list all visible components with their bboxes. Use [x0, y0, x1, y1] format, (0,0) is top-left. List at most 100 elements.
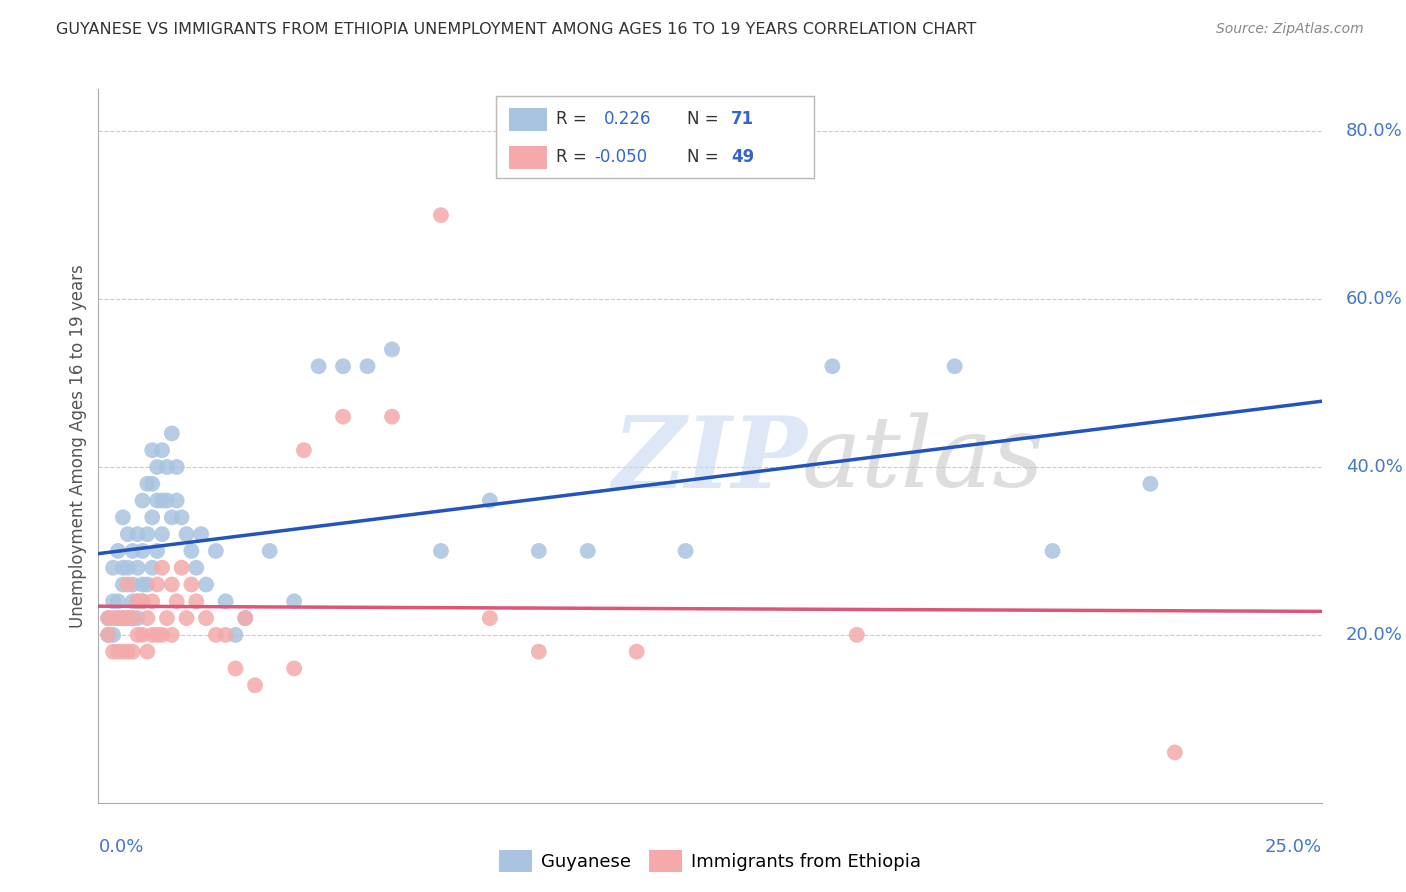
Text: ZIP: ZIP	[612, 412, 807, 508]
Point	[259, 544, 281, 558]
Point	[381, 409, 404, 424]
Point	[101, 594, 124, 608]
Text: 25.0%: 25.0%	[1264, 838, 1322, 856]
Point	[180, 577, 202, 591]
Point	[121, 611, 143, 625]
Point	[127, 560, 149, 574]
Point	[156, 460, 179, 475]
Point	[141, 560, 163, 574]
Point	[121, 594, 143, 608]
Point	[117, 645, 139, 659]
Point	[160, 510, 183, 524]
Point	[107, 611, 129, 625]
Point	[186, 594, 208, 608]
Point	[97, 611, 120, 625]
Point	[97, 628, 120, 642]
Point	[131, 493, 153, 508]
Point	[146, 493, 169, 508]
Point	[233, 611, 256, 625]
Point	[117, 611, 139, 625]
Text: 60.0%: 60.0%	[1346, 290, 1403, 308]
Point	[150, 527, 173, 541]
Point	[127, 594, 149, 608]
Point	[170, 510, 193, 524]
Point	[127, 628, 149, 642]
Point	[283, 661, 305, 675]
Point	[156, 493, 179, 508]
Point	[117, 560, 139, 574]
Point	[111, 645, 134, 659]
Point	[430, 208, 453, 222]
Point	[127, 527, 149, 541]
Point	[224, 661, 246, 675]
Point	[233, 611, 256, 625]
Point	[146, 577, 169, 591]
Point	[160, 577, 183, 591]
Point	[214, 628, 236, 642]
Point	[117, 527, 139, 541]
Point	[195, 611, 218, 625]
Point	[430, 544, 453, 558]
Point	[186, 560, 208, 574]
Point	[146, 628, 169, 642]
Text: 40.0%: 40.0%	[1346, 458, 1403, 476]
Point	[136, 611, 159, 625]
Point	[150, 493, 173, 508]
Point	[205, 544, 228, 558]
Point	[176, 611, 198, 625]
Point	[170, 560, 193, 574]
Point	[150, 560, 173, 574]
Point	[131, 594, 153, 608]
Point	[156, 611, 179, 625]
Point	[107, 544, 129, 558]
Point	[527, 645, 550, 659]
Point	[121, 577, 143, 591]
Point	[131, 594, 153, 608]
Point	[332, 359, 354, 374]
Point	[111, 510, 134, 524]
Point	[101, 560, 124, 574]
Point	[821, 359, 844, 374]
Point	[1164, 746, 1187, 760]
Point	[136, 476, 159, 491]
Point	[1139, 476, 1161, 491]
Point	[214, 594, 236, 608]
Text: 20.0%: 20.0%	[1346, 626, 1403, 644]
Text: atlas: atlas	[801, 413, 1045, 508]
Point	[111, 577, 134, 591]
Point	[121, 544, 143, 558]
Point	[141, 510, 163, 524]
Point	[195, 577, 218, 591]
Point	[176, 527, 198, 541]
Point	[478, 493, 501, 508]
Point	[845, 628, 868, 642]
Point	[675, 544, 697, 558]
Point	[160, 628, 183, 642]
Point	[136, 577, 159, 591]
Text: 0.0%: 0.0%	[98, 838, 143, 856]
Point	[141, 628, 163, 642]
Point	[121, 645, 143, 659]
Point	[111, 611, 134, 625]
Point	[205, 628, 228, 642]
Point	[1042, 544, 1064, 558]
Point	[166, 493, 188, 508]
Point	[150, 628, 173, 642]
Point	[131, 577, 153, 591]
Point	[136, 527, 159, 541]
Point	[150, 443, 173, 458]
Point	[160, 426, 183, 441]
Legend: Guyanese, Immigrants from Ethiopia: Guyanese, Immigrants from Ethiopia	[492, 843, 928, 880]
Point	[107, 645, 129, 659]
Point	[943, 359, 966, 374]
Point	[111, 560, 134, 574]
Point	[243, 678, 266, 692]
Point	[97, 611, 120, 625]
Text: Source: ZipAtlas.com: Source: ZipAtlas.com	[1216, 22, 1364, 37]
Point	[166, 594, 188, 608]
Text: 80.0%: 80.0%	[1346, 122, 1403, 140]
Point	[356, 359, 378, 374]
Point	[131, 544, 153, 558]
Point	[141, 476, 163, 491]
Point	[308, 359, 330, 374]
